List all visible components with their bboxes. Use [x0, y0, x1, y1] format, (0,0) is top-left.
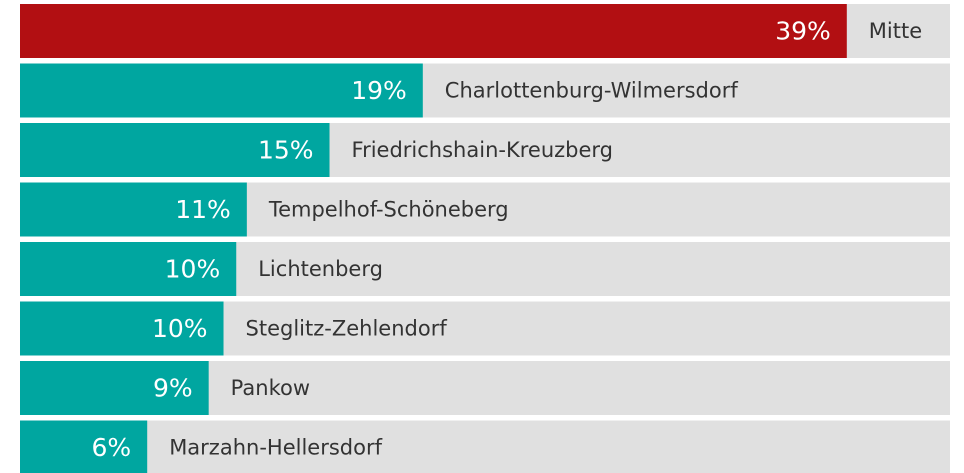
value-label: 10%: [165, 255, 221, 284]
category-label: Friedrichshain-Kreuzberg: [352, 138, 613, 162]
category-label: Marzahn-Hellersdorf: [169, 436, 382, 460]
value-label: 15%: [258, 136, 314, 165]
category-label: Charlottenburg-Wilmersdorf: [445, 79, 739, 103]
bar: [20, 420, 148, 473]
value-label: 11%: [175, 195, 231, 224]
value-label: 39%: [775, 17, 831, 46]
bar: [20, 123, 330, 177]
value-label: 10%: [152, 314, 208, 343]
value-label: 6%: [92, 433, 132, 462]
bar: [20, 242, 237, 296]
category-label: Tempelhof-Schöneberg: [268, 198, 509, 222]
value-label: 9%: [153, 374, 193, 403]
value-label: 19%: [351, 76, 407, 105]
bar: [20, 63, 423, 118]
bar: [20, 301, 224, 356]
bar: [20, 182, 247, 237]
category-label: Mitte: [869, 19, 922, 43]
category-label: Lichtenberg: [258, 257, 383, 281]
category-label: Pankow: [231, 376, 310, 400]
bar-track: [20, 420, 950, 473]
category-label: Steglitz-Zehlendorf: [246, 317, 448, 341]
bar: [20, 4, 847, 58]
bar: [20, 361, 209, 415]
